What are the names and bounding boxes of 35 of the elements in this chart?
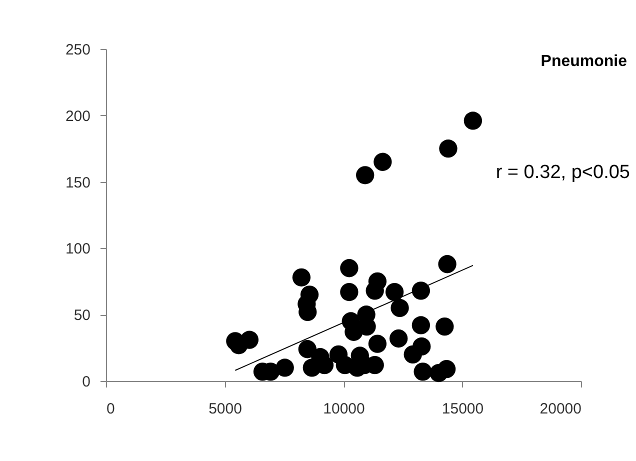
point <box>414 362 432 381</box>
y-tick-label: 150 <box>65 174 90 192</box>
point <box>464 112 482 130</box>
point <box>412 337 431 356</box>
point <box>356 166 374 184</box>
point <box>438 255 456 274</box>
point <box>374 152 392 171</box>
point <box>390 329 408 348</box>
y-tick-label: 0 <box>82 374 90 390</box>
point <box>412 282 430 300</box>
point <box>436 317 454 336</box>
point <box>366 282 384 300</box>
point <box>439 140 458 158</box>
x-tick-label: 0 <box>106 400 115 418</box>
annotation: r = 0.32, p<0.05 <box>496 162 630 183</box>
x-tick-label: 10000 <box>323 400 365 418</box>
point <box>276 358 294 377</box>
point <box>292 268 311 286</box>
point <box>390 298 409 318</box>
x-tick-label: 15000 <box>442 400 484 418</box>
y-tick-label: 50 <box>74 307 90 324</box>
x-tick-label: 5000 <box>208 400 242 418</box>
point <box>368 334 387 353</box>
y-tick-label: 250 <box>65 42 90 58</box>
point <box>298 340 316 358</box>
y-tick-label: 200 <box>65 108 90 125</box>
x-tick-label: 20000 <box>540 400 582 418</box>
point <box>340 259 358 278</box>
point <box>240 330 259 349</box>
point <box>340 282 358 302</box>
point <box>437 360 456 378</box>
point <box>385 282 404 302</box>
y-tick-label: 100 <box>65 240 90 258</box>
chart-title: Pneumonie <box>540 53 628 70</box>
point <box>412 316 430 334</box>
